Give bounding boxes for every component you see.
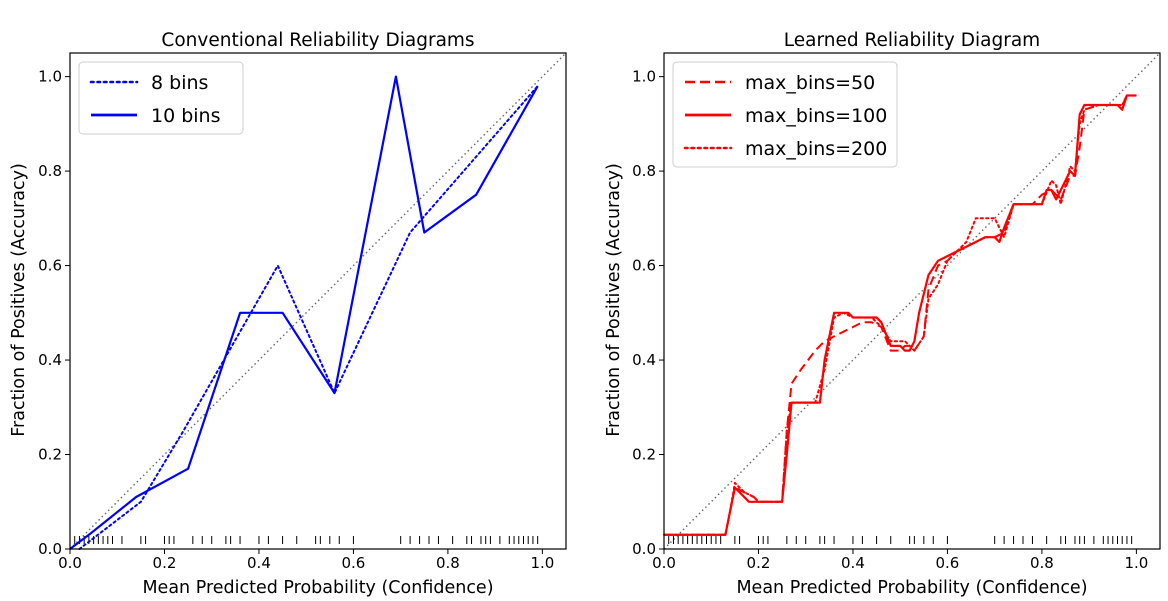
left-x-tick-label: 0.2: [153, 554, 177, 572]
left-x-axis-title: Mean Predicted Probability (Confidence): [142, 578, 493, 598]
right-legend-label-3: max_bins=200: [745, 138, 887, 160]
right-x-tick-label: 0.0: [652, 554, 676, 572]
right-chart-title: Learned Reliability Diagram: [784, 30, 1040, 51]
right-chart-panel: Learned Reliability Diagram Mean Predict…: [604, 30, 1161, 598]
right-x-axis-title: Mean Predicted Probability (Confidence): [736, 578, 1087, 598]
left-x-tick-label: 1.0: [530, 554, 554, 572]
right-x-tick-label: 0.2: [747, 554, 771, 572]
right-plot-frame: [663, 52, 1161, 550]
left-y-tick-label: 0.6: [38, 257, 62, 275]
left-legend-label-1: 8 bins: [151, 72, 208, 94]
left-y-tick-label: 0.8: [38, 162, 62, 180]
right-y-tick-label: 0.8: [632, 162, 656, 180]
right-x-tick-label: 0.4: [841, 554, 865, 572]
right-x-tick-label: 1.0: [1124, 554, 1148, 572]
left-series-line-2: [69, 75, 539, 550]
right-legend-label-2: max_bins=100: [745, 105, 887, 127]
left-legend-label-2: 10 bins: [151, 105, 221, 127]
left-x-tick-label: 0.6: [341, 554, 365, 572]
left-y-tick-label: 0.0: [38, 540, 62, 558]
left-y-tick-label: 1.0: [38, 68, 62, 86]
right-x-tick-label: 0.6: [935, 554, 959, 572]
right-y-tick-label: 0.0: [632, 540, 656, 558]
left-y-axis-title: Fraction of Positives (Accuracy): [9, 163, 29, 437]
right-legend-label-1: max_bins=50: [745, 72, 875, 94]
left-x-tick-label: 0.8: [436, 554, 460, 572]
left-series-line-1: [78, 85, 539, 550]
right-y-axis-title: Fraction of Positives (Accuracy): [604, 163, 624, 437]
right-y-tick-label: 1.0: [632, 68, 656, 86]
left-x-tick-label: 0.4: [247, 554, 271, 572]
left-chart-panel: Conventional Reliability Diagrams Mean P…: [9, 30, 567, 598]
left-chart-title: Conventional Reliability Diagrams: [161, 30, 474, 51]
left-y-tick-label: 0.2: [38, 446, 62, 464]
right-legend-box: [672, 61, 898, 168]
right-series-line-3: [663, 94, 1138, 536]
right-x-tick-label: 0.8: [1030, 554, 1054, 572]
right-y-tick-label: 0.2: [632, 446, 656, 464]
left-x-tick-label: 0.0: [58, 554, 82, 572]
right-y-tick-label: 0.6: [632, 257, 656, 275]
right-y-tick-label: 0.4: [632, 351, 656, 369]
left-plot-frame: [69, 52, 567, 550]
left-y-tick-label: 0.4: [38, 351, 62, 369]
